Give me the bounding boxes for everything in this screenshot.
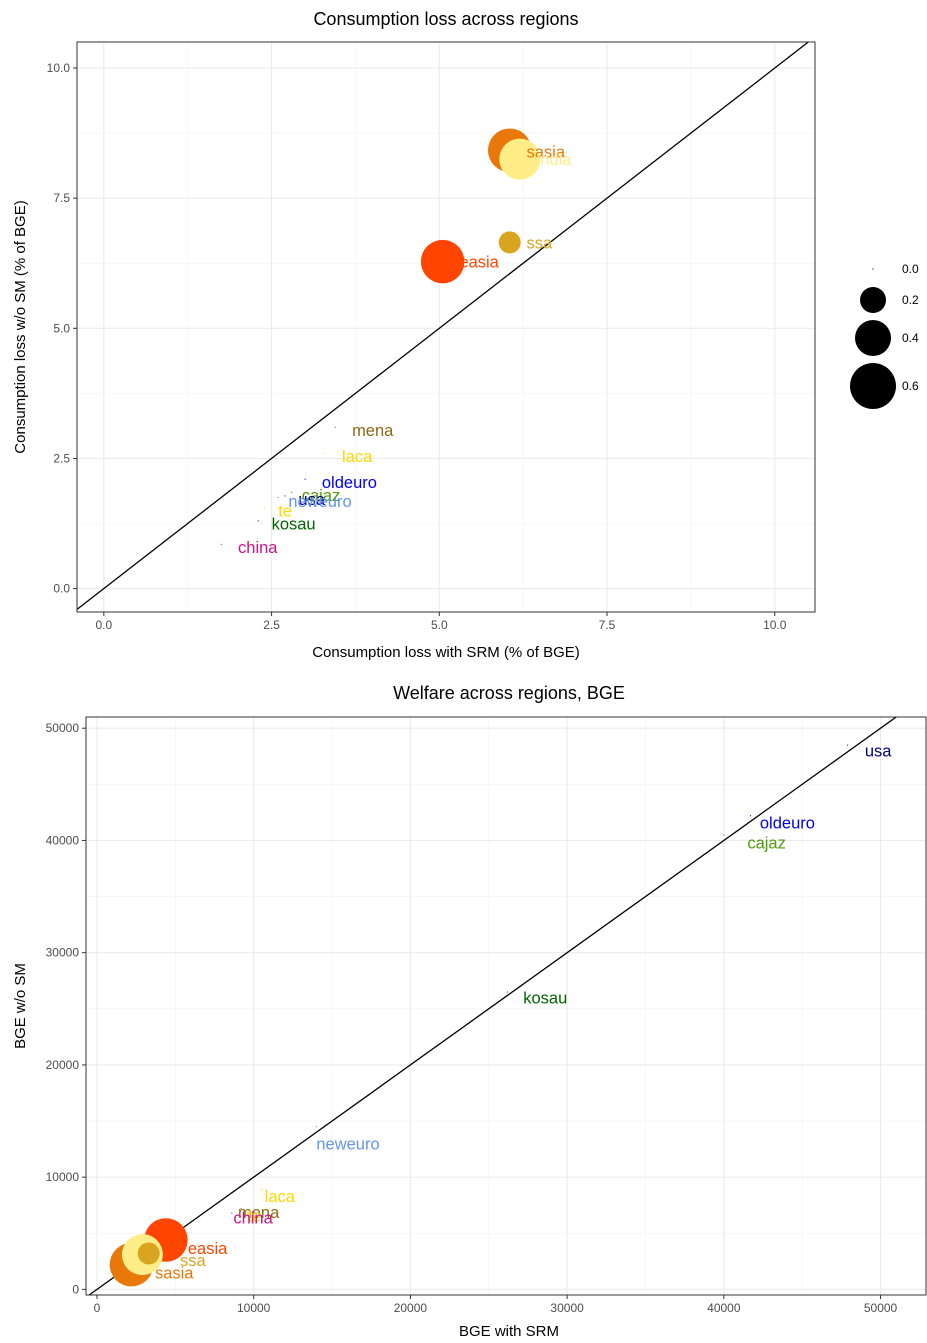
point-ssa	[498, 231, 521, 254]
x-tick-label: 7.5	[599, 618, 616, 632]
legend-label: 0.2	[902, 293, 919, 307]
label-neweuro: neweuro	[288, 493, 351, 511]
label-cajaz: cajaz	[302, 487, 341, 505]
label-mena: mena	[238, 1204, 280, 1222]
label-usa: usa	[865, 743, 892, 761]
label-usa: usa	[298, 491, 325, 509]
x-tick-label: 10000	[237, 1301, 271, 1315]
label-laca: laca	[265, 1188, 296, 1206]
x-tick-label: 40000	[707, 1301, 741, 1315]
point-kosau	[257, 520, 259, 522]
y-tick-label: 0.0	[53, 582, 70, 596]
point-usa	[847, 744, 849, 746]
y-tick-label: 40000	[46, 833, 80, 847]
label-sasia: sasia	[527, 143, 566, 161]
point-te	[264, 507, 266, 509]
point-neweuro	[277, 496, 279, 499]
point-easia	[420, 239, 465, 284]
label-ssa: ssa	[527, 234, 554, 252]
label-easia: easia	[459, 254, 499, 272]
label-kosau: kosau	[272, 516, 316, 534]
point-usa	[284, 495, 286, 497]
label-china: china	[238, 539, 278, 557]
point-oldeuro	[304, 478, 306, 480]
legend-label: 0.0	[902, 262, 919, 276]
point-cajaz	[723, 834, 725, 836]
y-tick-label: 50000	[46, 721, 80, 735]
label-mena: mena	[352, 422, 394, 440]
legend-key-0.6	[850, 363, 896, 409]
legend-key-0.2	[860, 287, 886, 313]
label-laca: laca	[342, 448, 373, 466]
point-oldeuro	[749, 815, 752, 817]
x-tick-label: 2.5	[263, 618, 280, 632]
point-cajaz	[291, 491, 293, 493]
label-cajaz: cajaz	[747, 835, 786, 853]
point-india	[499, 138, 541, 180]
y-tick-label: 7.5	[53, 191, 70, 205]
point-mena	[334, 426, 336, 428]
panel1-title: Consumption loss across regions	[313, 9, 578, 29]
panel1-x-axis-title: Consumption loss with SRM (% of BGE)	[312, 644, 580, 661]
label-easia: easia	[188, 1240, 228, 1258]
panel2-frame	[85, 716, 927, 1296]
y-tick-label: 0	[72, 1282, 79, 1296]
panel2-title: Welfare across regions, BGE	[393, 683, 625, 703]
x-tick-label: 0.0	[95, 618, 112, 632]
point-kosau	[506, 991, 509, 993]
panel2-y-axis-title: BGE w/o SM	[12, 963, 29, 1049]
y-tick-label: 5.0	[53, 321, 70, 335]
y-tick-label: 20000	[46, 1058, 80, 1072]
x-tick-label: 50000	[864, 1301, 898, 1315]
label-sasia: sasia	[155, 1265, 194, 1283]
point-ssa	[137, 1242, 160, 1265]
label-india: india	[537, 151, 573, 169]
point-laca	[324, 452, 326, 454]
legend-label: 0.4	[902, 331, 919, 345]
panel2-x-axis-title: BGE with SRM	[459, 1323, 559, 1340]
label-kosau: kosau	[523, 990, 567, 1008]
point-te	[246, 1211, 249, 1213]
legend-label: 0.6	[902, 379, 919, 393]
x-tick-label: 10.0	[763, 618, 787, 632]
x-tick-label: 30000	[550, 1301, 584, 1315]
point-china	[231, 1212, 233, 1214]
legend-key-0.4	[855, 320, 891, 356]
x-tick-label: 5.0	[431, 618, 448, 632]
point-china	[220, 543, 222, 545]
panel1-y-axis-title: Consumption loss w/o SM (% of BGE)	[12, 200, 29, 453]
label-neweuro: neweuro	[316, 1135, 379, 1153]
identity-line	[88, 716, 897, 1296]
consumption-loss-panel: Consumption loss across regions sasiaind…	[12, 9, 816, 661]
label-china: china	[233, 1210, 273, 1228]
panel1-frame	[76, 41, 816, 613]
size-legend: 0.0 0.2 0.4 0.6	[850, 262, 919, 409]
x-tick-label: 20000	[394, 1301, 428, 1315]
point-neweuro	[315, 1126, 317, 1128]
x-tick-label: 0	[94, 1301, 101, 1315]
legend-key-0.0	[872, 268, 874, 270]
welfare-panel: Welfare across regions, BGE usa oldeuro ca…	[12, 683, 927, 1340]
label-oldeuro: oldeuro	[322, 474, 377, 492]
label-te: te	[278, 502, 292, 520]
label-ssa: ssa	[180, 1252, 207, 1270]
identity-line	[76, 41, 809, 610]
y-tick-label: 10000	[46, 1170, 80, 1184]
label-te: te	[247, 1207, 261, 1225]
y-tick-label: 10.0	[47, 61, 71, 75]
point-mena	[240, 1207, 242, 1210]
y-tick-label: 2.5	[53, 451, 70, 465]
point-laca	[260, 1188, 263, 1191]
y-tick-label: 30000	[46, 946, 80, 960]
label-oldeuro: oldeuro	[760, 814, 815, 832]
